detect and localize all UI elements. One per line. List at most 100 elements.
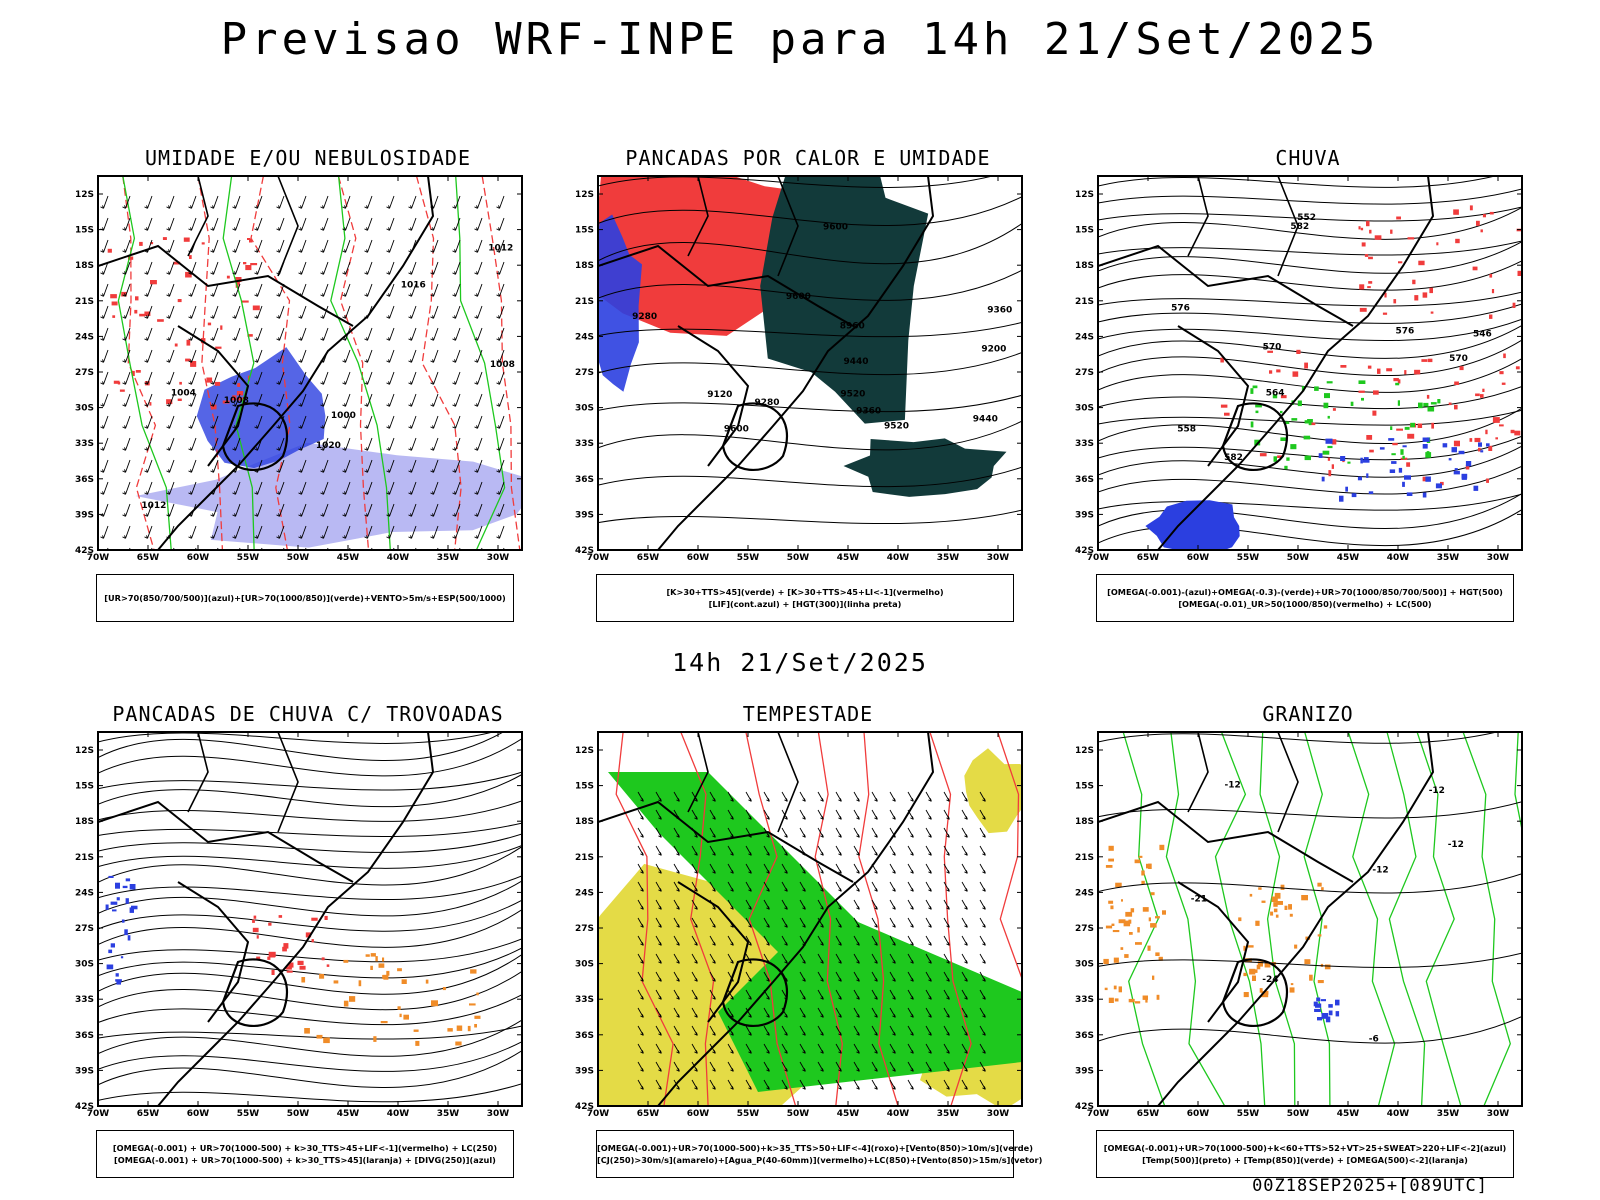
rain-blue-area <box>1391 461 1397 464</box>
lon-label: 50W <box>1287 553 1310 560</box>
uruguay-border <box>1221 958 1289 1027</box>
omega-orange-area <box>1255 920 1260 926</box>
geopotential-contour <box>598 509 1022 525</box>
convection-orange-area <box>370 953 376 957</box>
contour-label: 1016 <box>401 280 426 290</box>
wind-arrow <box>342 459 351 473</box>
wind-vector <box>979 917 986 928</box>
divergence-blue-area <box>108 949 113 954</box>
lon-label: 55W <box>1237 553 1260 560</box>
convection-orange-area <box>469 1003 476 1006</box>
wind-vector <box>727 845 734 856</box>
wind-arrow <box>430 261 439 275</box>
country-border <box>177 325 250 467</box>
omega-orange-area <box>1105 865 1113 868</box>
wind-vector <box>979 971 986 982</box>
wind-arrow <box>166 437 175 451</box>
wind-arrow <box>298 503 307 517</box>
rain-green-area <box>1280 410 1283 414</box>
lat-label: 18S <box>575 817 594 827</box>
rain-green-area <box>1308 422 1312 426</box>
wind-arrow <box>210 261 219 275</box>
convection-red-area <box>253 915 257 919</box>
rain-red-area <box>1510 429 1515 434</box>
rain-red-area <box>1422 292 1428 298</box>
contour-label: -12 <box>1372 865 1388 875</box>
divergence-blue-area <box>121 919 125 923</box>
wind-vector <box>925 881 932 892</box>
contour-label: 9600 <box>724 425 749 435</box>
wind-arrow <box>430 437 439 451</box>
wind-vector <box>961 809 968 820</box>
wind-vector <box>871 1043 878 1054</box>
wind-arrow <box>210 459 219 473</box>
rain-red-area <box>1398 261 1403 264</box>
wind-vector <box>763 881 770 892</box>
thickness-label <box>252 305 260 311</box>
wind-arrow <box>364 525 373 539</box>
wind-arrow <box>188 305 197 319</box>
wind-vector <box>691 971 698 982</box>
rain-blue-area <box>1345 486 1348 492</box>
wind-arrow <box>320 503 329 517</box>
thickness-label <box>139 313 145 317</box>
wind-arrow <box>100 261 109 275</box>
uruguay-border <box>221 958 289 1027</box>
wind-vector <box>961 1079 968 1090</box>
wind-arrow <box>232 283 241 297</box>
wind-vector <box>979 1043 986 1054</box>
wind-arrow <box>430 283 439 297</box>
rain-red-area <box>1454 381 1459 385</box>
omega-orange-area <box>1104 987 1108 991</box>
rain-green-area <box>1402 455 1405 459</box>
rain-red-area <box>1386 368 1393 372</box>
rain-red-area <box>1475 393 1480 397</box>
contour-label: 570 <box>1449 354 1468 364</box>
wind-vector <box>637 1007 644 1018</box>
wind-vector <box>835 827 842 838</box>
wind-vector <box>817 1025 824 1036</box>
rain-red-area <box>1421 359 1428 362</box>
rain-green-area <box>1391 453 1396 456</box>
wind-vector <box>871 845 878 856</box>
convection-orange-area <box>365 954 370 957</box>
temp500-contour <box>1098 801 1522 819</box>
wind-arrow <box>166 415 175 429</box>
coastline <box>1157 176 1435 550</box>
wind-vector <box>709 863 716 874</box>
rain-red-area <box>1491 289 1495 294</box>
thickness-label <box>222 400 230 404</box>
wind-arrow <box>166 503 175 517</box>
wind-arrow <box>122 327 131 341</box>
wind-vector <box>691 1007 698 1018</box>
rain-red-area <box>1474 437 1481 443</box>
thickness-label <box>111 301 118 306</box>
wind-vector <box>853 1079 860 1090</box>
wind-vector <box>871 935 878 946</box>
wind-vector <box>673 1025 680 1036</box>
wind-arrow <box>452 327 461 341</box>
wind-vector <box>673 935 680 946</box>
omega-orange-area <box>1280 884 1285 890</box>
wind-arrow <box>144 437 153 451</box>
omega-orange-area <box>1123 920 1131 927</box>
lat-label: 15S <box>1075 226 1094 236</box>
wind-arrow <box>364 503 373 517</box>
lat-label: 12S <box>75 746 94 756</box>
wind-arrow <box>210 195 219 209</box>
country-border <box>677 881 750 1023</box>
streamline-850 <box>814 732 843 1106</box>
hail-blue-area <box>1335 1011 1340 1017</box>
wind-arrow <box>144 481 153 495</box>
omega-orange-area <box>1264 962 1271 968</box>
wind-arrow <box>364 261 373 275</box>
panel-chuva: CHUVA 582 576 570 564 558 552 546 582 576 570 12S 15… <box>1048 146 1568 636</box>
rain-red-area <box>1366 220 1370 227</box>
rain-green-area <box>1272 394 1278 399</box>
rain-blue-area <box>1406 492 1413 496</box>
thickness-label <box>177 299 182 303</box>
wind-arrow <box>320 195 329 209</box>
wind-arrow <box>364 415 373 429</box>
wind-arrow <box>166 349 175 363</box>
legend-line: [OMEGA(-0.01)_UR>50(1000/850)(vermelho) … <box>1178 599 1432 609</box>
